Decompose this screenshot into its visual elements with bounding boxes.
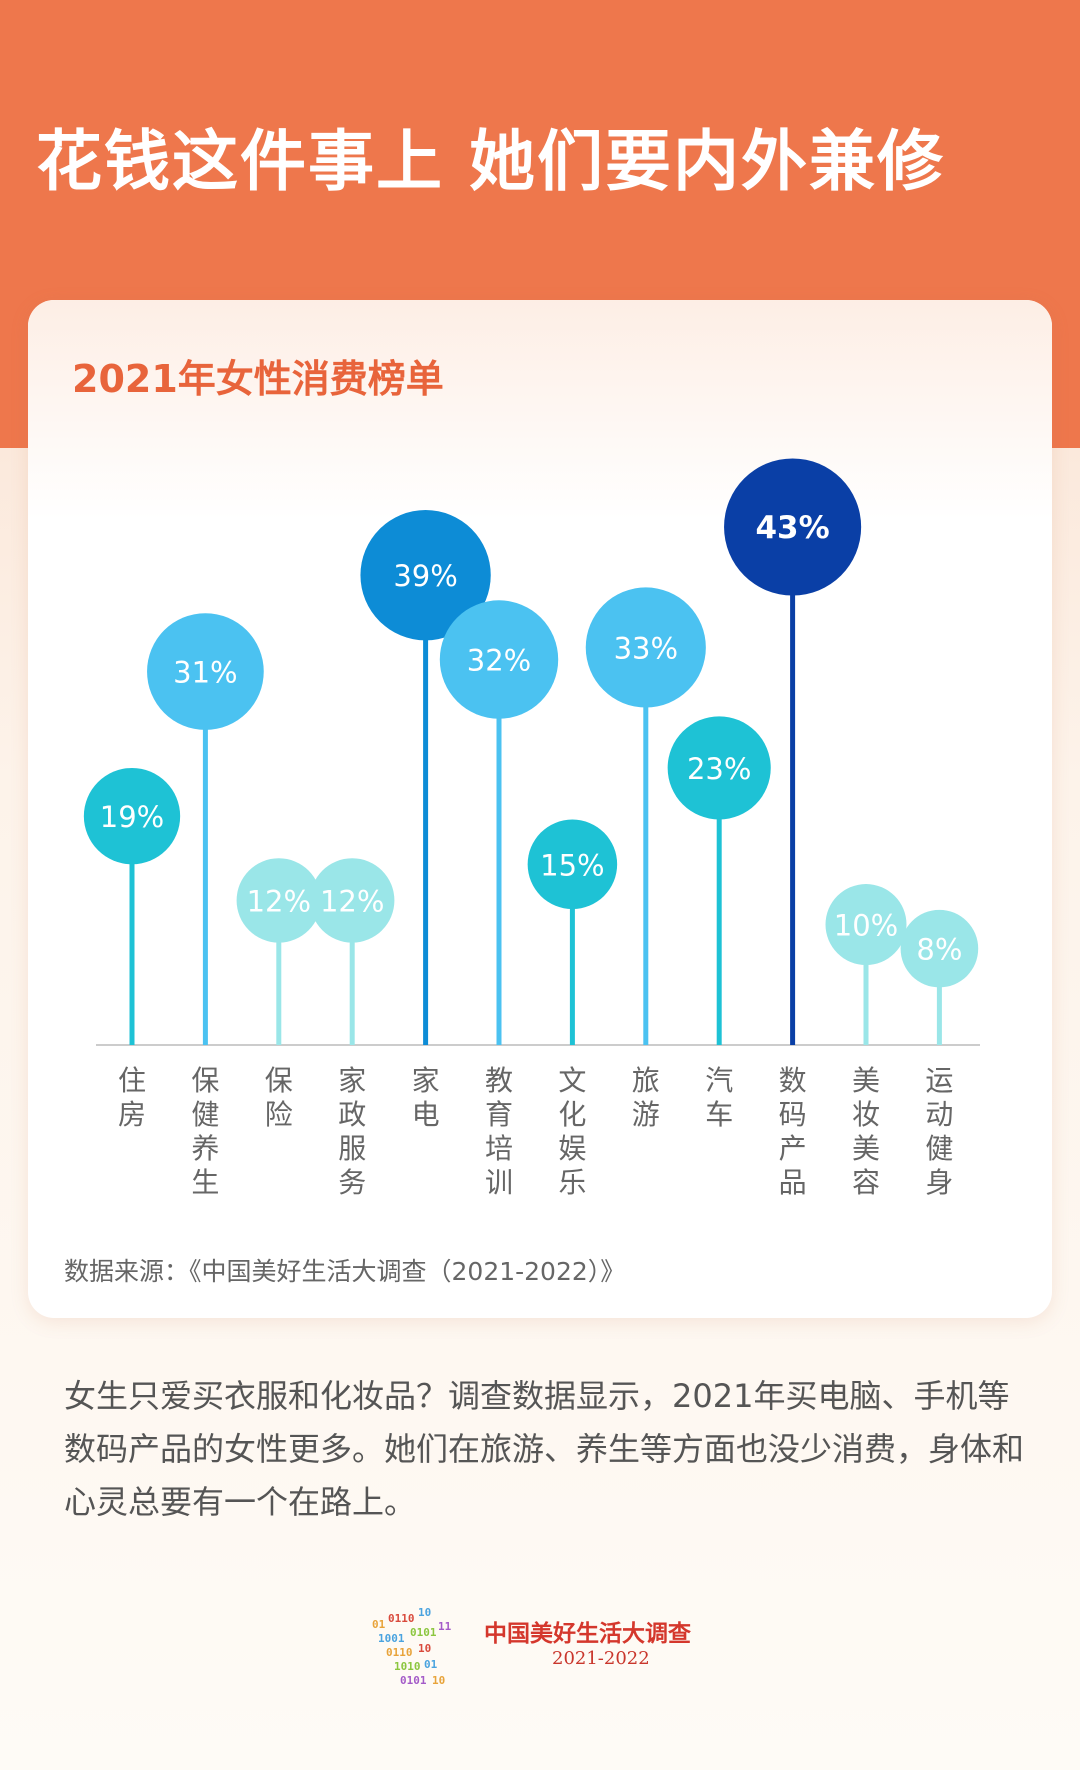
category-label: 文化娱乐: [558, 1064, 586, 1199]
logo-mark-icon: 01 0110 10 1001 0101 11 0110 10 1010 01 …: [372, 1606, 452, 1687]
lollipop-bubble: [667, 716, 771, 820]
value-label: 10%: [834, 909, 898, 943]
logo-title: 中国美好生活大调查: [484, 1621, 691, 1647]
svg-text:0110: 0110: [386, 1646, 413, 1659]
svg-text:1001: 1001: [378, 1632, 405, 1645]
category-label: 家政服务: [338, 1064, 366, 1199]
lollipop-bubble: [147, 613, 264, 730]
lollipop-bubble: [585, 587, 706, 708]
lollipop-bubble: [825, 884, 907, 966]
lollipop-bubble: [439, 600, 559, 719]
logo-year: 2021-2022: [552, 1648, 650, 1669]
value-label: 12%: [320, 884, 384, 918]
svg-text:1010: 1010: [394, 1660, 421, 1673]
value-label: 12%: [247, 884, 311, 918]
category-label: 运动健身: [925, 1064, 953, 1199]
lollipop-bubble: [360, 510, 491, 641]
card-header-gradient: [28, 300, 1052, 520]
category-label: 数码产品: [779, 1064, 807, 1199]
value-label: 31%: [173, 656, 237, 690]
value-label: 19%: [100, 800, 164, 834]
lollipop-chart: 19% 住房 31% 保健养生 12% 保险 12% 家政服务 39% 家电 32% 教育培训 15% 文…: [83, 458, 980, 1199]
page-headline: 花钱这件事上 她们要内外兼修: [36, 123, 945, 200]
value-label: 43%: [755, 510, 829, 546]
svg-text:0101: 0101: [400, 1674, 427, 1687]
svg-text:0110: 0110: [388, 1612, 415, 1625]
value-label: 15%: [540, 848, 604, 882]
svg-text:10: 10: [418, 1606, 431, 1619]
lollipop-bubble: [527, 819, 618, 910]
svg-text:01: 01: [372, 1618, 386, 1631]
category-label: 住房: [118, 1064, 146, 1131]
lollipop-bubble: [83, 767, 181, 865]
svg-text:11: 11: [438, 1620, 452, 1633]
category-label: 美妆美容: [852, 1064, 880, 1199]
lollipop-bubble: [310, 858, 395, 943]
value-label: 8%: [916, 933, 962, 967]
value-label: 32%: [467, 644, 531, 678]
lollipop-bubble: [236, 858, 321, 943]
category-label: 旅游: [632, 1064, 660, 1131]
category-label: 教育培训: [485, 1064, 513, 1199]
category-label: 保健养生: [191, 1064, 219, 1199]
value-label: 23%: [687, 752, 751, 786]
category-label: 保险: [265, 1064, 293, 1131]
category-label: 家电: [412, 1064, 440, 1131]
chart-title: 2021年女性消费榜单: [72, 357, 444, 401]
survey-logo: 01 0110 10 1001 0101 11 0110 10 1010 01 …: [366, 1592, 726, 1702]
svg-text:10: 10: [432, 1674, 445, 1687]
chart-card: 2021年女性消费榜单 19% 住房 31% 保健养生 12% 保险 12% 家政服务 39% 家…: [28, 300, 1052, 1318]
svg-text:10: 10: [418, 1642, 431, 1655]
category-label: 汽车: [705, 1064, 733, 1131]
body-paragraph: 女生只爱买衣服和化妆品？调查数据显示，2021年买电脑、手机等数码产品的女性更多…: [64, 1377, 1025, 1521]
lollipop-bubble: [900, 909, 979, 988]
lollipop-bubble: [724, 458, 862, 596]
svg-text:01: 01: [424, 1658, 438, 1671]
svg-text:0101: 0101: [410, 1626, 437, 1639]
data-source: 数据来源：《中国美好生活大调查（2021-2022）》: [64, 1257, 626, 1286]
value-label: 39%: [393, 559, 457, 593]
value-label: 33%: [614, 631, 678, 665]
